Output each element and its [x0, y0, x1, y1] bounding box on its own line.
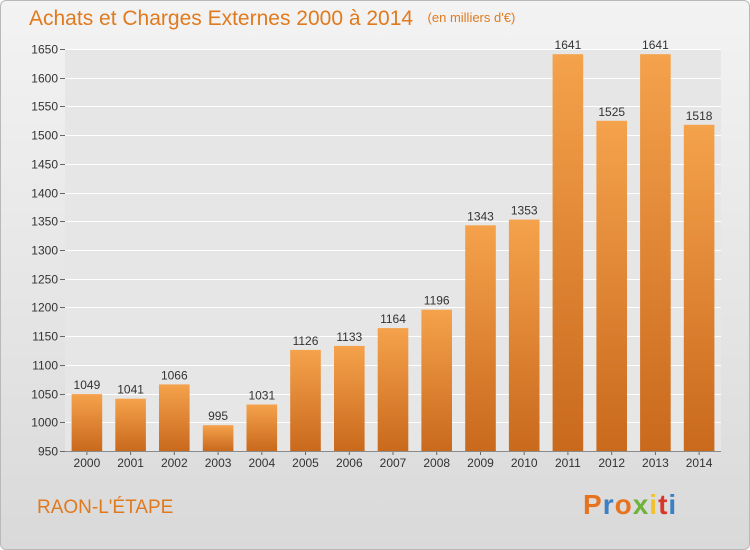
y-tick-label: 1300 [31, 244, 58, 258]
y-tick-label: 1100 [32, 359, 58, 373]
data-label: 1133 [336, 330, 362, 344]
x-tick-label: 2012 [598, 456, 625, 470]
bar-2014 [683, 124, 715, 452]
bar-2011 [552, 54, 584, 451]
y-tick-label: 1250 [31, 273, 58, 287]
bar-2004 [246, 404, 278, 451]
bars: 1049 1041 1066 995 1031 1126 1133 1164 1196 1343 1… [71, 38, 715, 452]
x-tick-label: 2007 [380, 456, 407, 470]
x-tick-label: 2013 [642, 456, 669, 470]
x-axis-ticks: 2000 2001 2002 2003 2004 2005 2006 2007 2008 2009… [74, 451, 713, 470]
logo-letter: P [583, 489, 603, 520]
y-tick-label: 950 [38, 445, 58, 459]
bar-2005 [290, 349, 321, 451]
bar-2003 [202, 425, 234, 451]
x-tick-label: 2006 [336, 456, 363, 470]
y-tick-label: 1150 [32, 330, 58, 344]
y-tick-label: 1500 [31, 129, 58, 143]
y-tick-label: 1450 [31, 158, 58, 172]
data-label: 1353 [511, 204, 538, 218]
x-tick-label: 2010 [511, 456, 538, 470]
logo-letter: o [614, 489, 633, 520]
y-tick-label: 1550 [31, 100, 58, 114]
chart-unit: (en milliers d'€) [427, 10, 516, 25]
bar-2012 [596, 120, 627, 452]
y-tick-label: 1650 [31, 43, 58, 57]
bar-2006 [334, 345, 365, 451]
logo-letter: i [649, 489, 659, 520]
data-label: 1343 [467, 209, 494, 223]
bar-2001 [115, 398, 146, 451]
y-axis-ticks: 950 1000 1050 1100 1150 1200 1250 1300 1350 1400 1… [31, 43, 65, 459]
data-label: 1049 [74, 378, 101, 392]
data-label: 1126 [293, 334, 319, 348]
y-tick-label: 1050 [31, 388, 58, 402]
proxiti-logo: Proxiti [583, 489, 677, 523]
x-tick-label: 2001 [117, 456, 144, 470]
y-tick-label: 1000 [31, 416, 58, 430]
y-tick-label: 1350 [31, 215, 58, 229]
x-tick-label: 2002 [161, 456, 188, 470]
chart-title: Achats et Charges Externes 2000 à 2014 [29, 7, 414, 30]
logo-letter: i [668, 489, 678, 520]
x-tick-label: 2008 [423, 456, 450, 470]
data-label: 1525 [598, 105, 625, 119]
logo-letter: r [602, 489, 615, 520]
data-label: 1641 [555, 38, 582, 52]
data-label: 1164 [380, 312, 406, 326]
x-tick-label: 2011 [555, 456, 581, 470]
data-label: 1066 [161, 368, 188, 382]
x-tick-label: 2009 [467, 456, 494, 470]
data-label: 1518 [686, 109, 713, 123]
commune-name: RAON-L'ÉTAPE [37, 497, 174, 518]
x-tick-label: 2005 [292, 456, 319, 470]
y-tick-label: 1600 [31, 72, 58, 86]
bar-2008 [421, 309, 452, 451]
data-label: 995 [208, 409, 228, 423]
bar-2002 [159, 384, 190, 451]
logo-letter: t [658, 489, 669, 520]
y-tick-label: 1400 [31, 187, 58, 201]
bar-2013 [640, 54, 671, 451]
x-tick-label: 2000 [74, 456, 101, 470]
bar-2010 [508, 219, 540, 451]
x-tick-label: 2004 [248, 456, 275, 470]
bar-2000 [71, 394, 103, 451]
y-tick-label: 1200 [31, 301, 58, 315]
bar-2007 [377, 328, 409, 451]
data-label: 1041 [117, 383, 144, 397]
data-label: 1031 [248, 389, 275, 403]
data-label: 1196 [424, 294, 450, 308]
x-tick-label: 2003 [205, 456, 232, 470]
bar-2009 [465, 225, 496, 451]
logo-letter: x [632, 489, 650, 520]
x-tick-label: 2014 [686, 456, 713, 470]
data-label: 1641 [642, 38, 669, 52]
title-row: Achats et Charges Externes 2000 à 2014 (… [29, 7, 515, 31]
